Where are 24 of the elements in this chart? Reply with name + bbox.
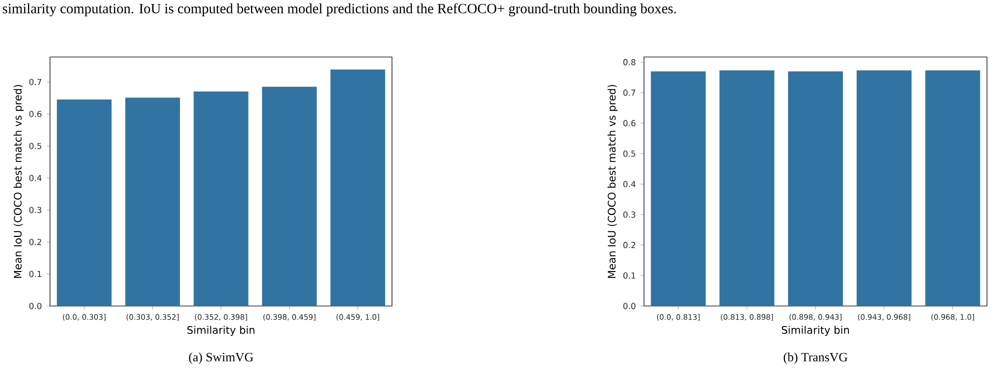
y-tick-label: 0.4	[29, 174, 42, 182]
y-tick-label: 0.4	[623, 180, 636, 188]
y-tick-label: 0.5	[623, 150, 636, 157]
y-axis-title: Mean IoU (COCO best match vs pred)	[14, 84, 24, 278]
x-axis-title: Similarity bin	[187, 326, 254, 336]
y-tick-label: 0.0	[29, 302, 42, 310]
y-tick-label: 0.1	[29, 270, 42, 278]
text: (a) SwimVG	[189, 352, 254, 364]
y-tick-label: 0.2	[29, 238, 42, 246]
y-tick-label: 0.7	[623, 90, 636, 96]
text: (b) TransVG	[784, 352, 848, 364]
y-tick-label: 0.5	[29, 142, 42, 150]
y-tick-label: 0.2	[623, 242, 636, 248]
x-axis-title: Similarity bin	[782, 326, 849, 336]
y-tick-label: 0.6	[623, 120, 636, 126]
y-tick-label: 0.7	[29, 78, 42, 86]
y-tick-label: 0.6	[29, 110, 42, 118]
y-tick-label: 0.3	[29, 206, 42, 214]
y-axis-title: Mean IoU (COCO best match vs pred)	[608, 84, 618, 278]
text: similarity computation. IoU is computed between model predictions and the RefCOCO+ ground-truth bounding boxes.	[2, 3, 676, 16]
y-tick-label: 0.0	[623, 302, 636, 310]
y-tick-label: 0.1	[623, 272, 636, 279]
y-tick-label: 0.8	[623, 59, 636, 66]
y-tick-label: 0.3	[623, 211, 636, 218]
